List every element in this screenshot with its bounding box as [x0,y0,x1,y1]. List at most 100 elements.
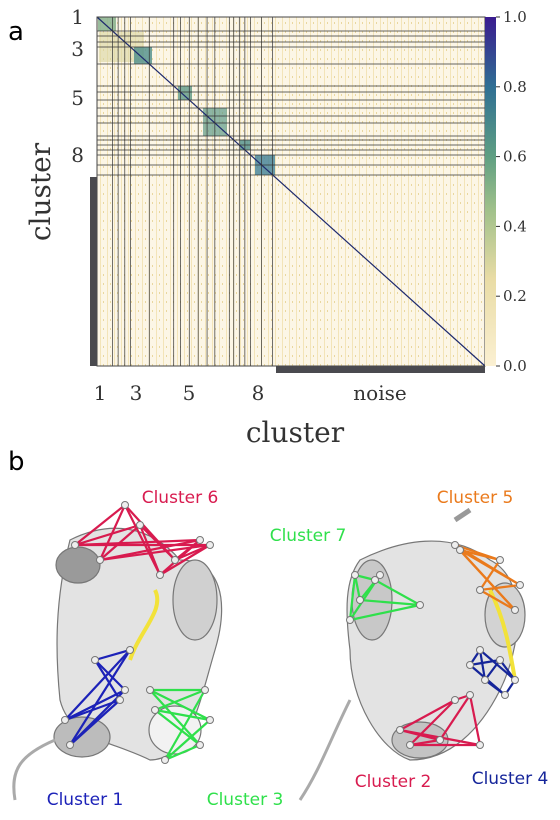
residue [121,501,129,509]
contact-link [468,694,482,746]
contact-link [353,574,362,601]
residue [351,571,359,579]
contact-link [374,579,421,606]
residue [476,741,484,749]
residue [196,741,204,749]
residue [196,536,204,544]
residue [346,616,354,624]
cluster-name: Cluster 4 [472,769,549,789]
residue [376,571,384,579]
contact-link [409,699,456,746]
colorbar-tick-label: 1.0 [503,8,527,26]
contact-link [74,504,126,546]
contact-link [459,548,501,562]
residue [451,541,459,549]
cluster-boundaries [97,17,485,366]
contact-link [159,544,211,576]
contact-link [98,504,127,561]
contact-link [154,688,206,712]
residue [371,576,379,584]
colorbar [485,17,496,366]
contact-link [359,598,421,607]
residue [171,556,179,564]
panel-label: b [8,447,25,477]
contact-link [399,699,456,731]
contact-links [61,501,524,764]
contact-link [459,549,521,586]
residue [451,696,459,704]
contact-link [99,538,201,562]
contact-link [484,679,506,696]
contact-link [348,574,357,621]
cluster-name: Cluster 6 [142,488,219,508]
residue [436,736,444,744]
residue [496,656,504,664]
row-label: 8 [71,143,84,167]
contact-link [74,538,201,547]
colorbar-tick-label: 0.2 [503,287,527,305]
residue [146,686,154,694]
residue [481,676,489,684]
contact-link [478,649,487,681]
residue [466,691,474,699]
residue [71,541,79,549]
residue [406,741,414,749]
residue [496,556,504,564]
panel-label: a [8,17,24,47]
contact-link [154,709,201,746]
residue [466,661,474,669]
residue [356,596,364,604]
row-label: 3 [71,37,84,61]
contact-link [149,689,201,746]
contact-link [94,648,131,662]
residue [151,706,159,714]
residue [156,571,164,579]
contact-link [164,719,211,761]
noise-bar [90,177,97,366]
contact-link [149,689,211,721]
protein-right [298,507,526,801]
residue [206,541,214,549]
column-label: 1 [94,381,107,405]
contact-link [164,689,206,761]
contact-link [479,583,521,592]
contact-link [139,524,176,561]
contact-link [174,539,201,561]
colorbar-tick-label: 0.4 [503,217,527,235]
column-label: 5 [183,381,196,405]
contact-link [74,523,141,547]
residue [136,521,144,529]
contact-link [174,543,211,562]
residue [126,646,134,654]
colorbar-tick-label: 0.0 [503,357,527,375]
contact-link [94,659,121,701]
contact-link [479,589,516,611]
residue [161,756,169,764]
contact-link [69,649,131,746]
x-axis-label: cluster [246,416,345,449]
residue [511,606,519,614]
residue [206,716,214,724]
residue [201,686,209,694]
residue [501,691,509,699]
residue [61,716,69,724]
noise-bar [276,366,485,373]
residue [396,726,404,734]
cluster-name: Cluster 1 [47,790,124,810]
residue [66,741,74,749]
cluster-name: Cluster 5 [437,488,514,508]
contact-link [64,649,131,721]
residue [511,676,519,684]
column-label: 8 [252,381,265,405]
residue [416,601,424,609]
residue [476,646,484,654]
colorbar-tick-label: 0.6 [503,148,527,166]
colorbar-tick-label: 0.8 [503,78,527,96]
row-label: 1 [71,5,84,29]
contact-link [69,689,126,746]
cluster-name: Cluster 2 [355,772,432,792]
y-axis-label: cluster [24,142,57,241]
contact-link [469,658,501,667]
residue [91,656,99,664]
